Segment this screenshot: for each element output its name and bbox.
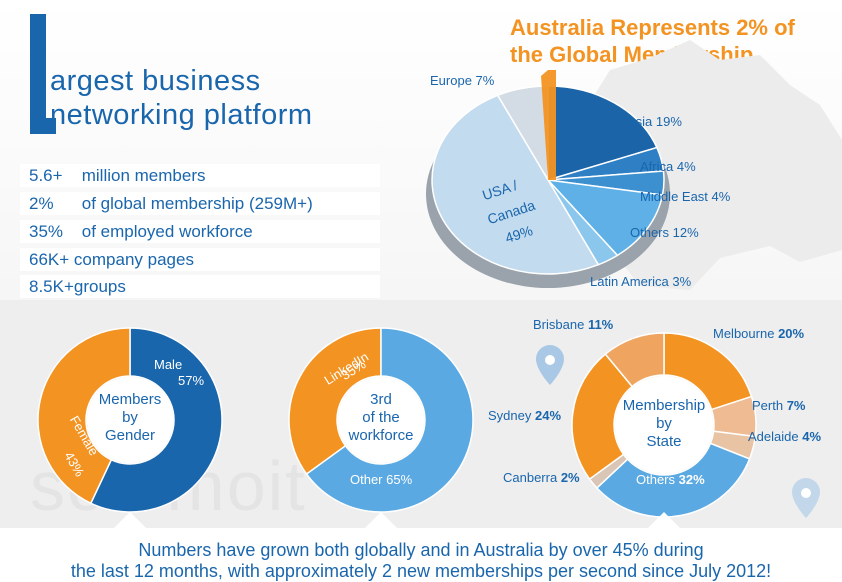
pie-slice-others <box>546 178 664 257</box>
stat-row: 66K+ company pages <box>20 248 380 271</box>
global-membership-pie: Europe 7% Asia 19% Africa 4% Middle East… <box>426 70 731 289</box>
title-initial-letter-foot <box>30 118 56 134</box>
stat-label: of global membership (259M+) <box>81 194 313 213</box>
stat-number: 35% <box>29 222 64 241</box>
stat-label: company pages <box>73 250 194 269</box>
gender-slice-male <box>89 327 223 513</box>
stat-row: 5.6+ million members <box>20 164 380 187</box>
stat-number: 2% <box>29 194 54 213</box>
donut-value-male: 57% <box>178 373 204 388</box>
workforce-center-label: 3rd of the workforce <box>347 391 413 444</box>
stat-row: 8.5K+groups <box>20 275 380 298</box>
state-labels: Melbourne 20% Perth 7% Adelaide 4% Other… <box>488 317 821 487</box>
footer-line-1: Numbers have grown both globally and in … <box>138 540 704 560</box>
pointer-triangle <box>114 512 146 528</box>
state-slice-others <box>595 442 751 518</box>
pie-label-middle-east: Middle East 4% <box>640 189 731 204</box>
stat-row: 2% of global membership (259M+) <box>20 192 380 215</box>
stat-row: 35% of employed workforce <box>20 220 380 243</box>
stat-number: 66K+ <box>29 250 70 269</box>
gender-center-hole <box>87 377 173 463</box>
gender-slice-female <box>37 327 131 505</box>
donut-center-line: Membership <box>623 397 706 414</box>
headline-line-2: networking platform <box>50 99 313 131</box>
workforce-slice-linkedin <box>288 327 382 476</box>
donut-center-line: by <box>656 415 672 432</box>
donut-center-line: Gender <box>105 427 155 444</box>
stat-number: 8.5K+ <box>29 277 74 296</box>
state-label-sydney: Sydney 24% <box>488 408 561 423</box>
state-label-brisbane: Brisbane 11% <box>533 317 614 332</box>
state-label-perth: Perth 7% <box>752 398 806 413</box>
workforce-center-hole <box>338 377 424 463</box>
state-label-others: Others 32% <box>636 472 705 487</box>
state-slice-sydney <box>571 353 634 481</box>
state-label-canberra: Canberra 2% <box>503 470 580 485</box>
pie-label-latin-america: Latin America 3% <box>590 274 692 289</box>
state-slice-brisbane <box>604 332 665 388</box>
pie-label-asia: Asia 19% <box>627 114 682 129</box>
pie-slice-asia <box>547 85 658 182</box>
stat-label: of employed workforce <box>81 222 253 241</box>
donut-label-male: Male <box>154 357 182 372</box>
pie-slice-australia-highlight <box>541 70 556 180</box>
state-label-adelaide: Adelaide 4% <box>748 429 821 444</box>
headline-line-1: argest business <box>50 65 261 97</box>
donut-center-line: workforce <box>347 427 413 444</box>
australia-title: Australia Represents 2% of the Global Me… <box>510 14 795 68</box>
donut-center-line: Members <box>99 391 162 408</box>
stat-label: groups <box>73 277 126 296</box>
stat-label: million members <box>81 166 206 185</box>
australia-title-line-1: Australia Represents 2% of <box>510 15 795 40</box>
footer-line-2: the last 12 months, with approximately 2… <box>70 561 772 581</box>
workforce-slice-other <box>305 327 474 513</box>
pie-slice-usa-canada <box>431 94 600 275</box>
bottom-section-background <box>0 528 842 582</box>
donut-center-line: State <box>646 433 681 450</box>
state-donut-chart <box>571 332 757 518</box>
stat-number: 5.6+ <box>29 166 63 185</box>
title-initial-letter <box>30 14 46 134</box>
donut-center-line: 3rd <box>370 391 392 408</box>
location-pin-icon <box>792 478 820 518</box>
footer-note: Numbers have grown both globally and in … <box>0 540 842 582</box>
donut-center-line: by <box>122 409 138 426</box>
workforce-donut-chart <box>288 327 474 513</box>
donut-label-other: Other 65% <box>350 472 413 487</box>
gender-donut-chart <box>37 327 223 513</box>
state-center-label: Membership by State <box>623 397 706 450</box>
pointer-triangle <box>365 512 397 528</box>
gender-center-label: Members by Gender <box>99 391 162 444</box>
location-pin-icon <box>536 345 564 385</box>
pointer-triangle <box>648 512 680 528</box>
state-center-hole <box>615 376 713 474</box>
state-label-melbourne: Melbourne 20% <box>713 326 805 341</box>
pie-label-africa: Africa 4% <box>640 159 696 174</box>
pie-label-europe: Europe 7% <box>430 73 495 88</box>
donut-center-line: of the <box>362 409 400 426</box>
page-headline: argest business networking platform <box>50 64 313 132</box>
pie-label-others: Others 12% <box>630 225 699 240</box>
